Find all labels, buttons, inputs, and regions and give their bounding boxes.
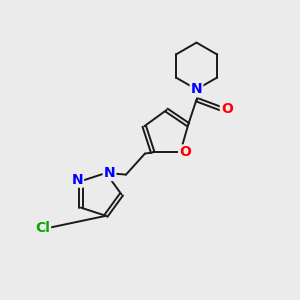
- Text: N: N: [191, 82, 202, 96]
- Text: O: O: [179, 146, 191, 159]
- Text: O: O: [221, 102, 233, 116]
- Text: N: N: [104, 166, 116, 180]
- Text: Cl: Cl: [35, 221, 50, 235]
- Text: N: N: [71, 173, 83, 187]
